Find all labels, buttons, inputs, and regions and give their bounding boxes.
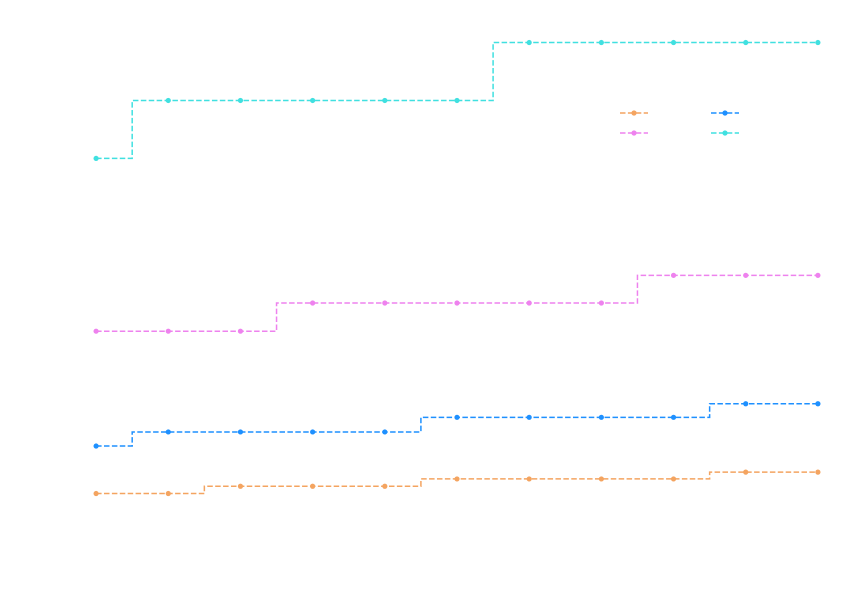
series-1-point xyxy=(237,483,244,489)
series-2-line xyxy=(96,403,818,447)
series-2-point xyxy=(598,414,604,420)
series-2-point xyxy=(670,414,677,420)
series-3-point xyxy=(454,300,460,306)
series-3-point xyxy=(815,272,821,278)
series-layer xyxy=(93,39,821,497)
series-1-point xyxy=(743,469,749,475)
series-1-point xyxy=(598,476,604,482)
legend-item-2 xyxy=(711,110,739,116)
series-3-point xyxy=(670,272,677,278)
series-2 xyxy=(93,401,821,449)
series-4-point xyxy=(237,97,244,104)
series-1-point xyxy=(382,483,388,489)
series-1-point xyxy=(165,490,171,497)
series-4-point xyxy=(598,39,604,46)
series-4-point xyxy=(815,39,821,46)
series-3-point xyxy=(743,272,749,278)
series-1-point xyxy=(93,490,99,497)
series-3-point xyxy=(165,328,171,334)
series-1 xyxy=(93,469,821,497)
series-1-point xyxy=(454,476,460,482)
legend-item-4 xyxy=(711,130,739,136)
series-2-point xyxy=(93,443,99,449)
legend-marker xyxy=(631,130,637,136)
series-4-point xyxy=(93,155,99,162)
series-3-point xyxy=(237,328,244,334)
series-4-point xyxy=(670,39,677,46)
series-3-point xyxy=(310,300,316,306)
legend-item-1 xyxy=(620,110,648,116)
series-3-point xyxy=(382,300,388,306)
legend-marker xyxy=(722,110,728,116)
series-4-point xyxy=(454,97,460,104)
series-4-point xyxy=(382,97,388,104)
series-1-point xyxy=(670,476,677,482)
series-2-point xyxy=(382,429,388,435)
series-2-point xyxy=(526,414,532,420)
series-2-point xyxy=(165,429,171,435)
series-3-point xyxy=(93,328,99,334)
series-4-point xyxy=(310,97,316,104)
series-2-point xyxy=(237,429,244,435)
series-3-point xyxy=(526,300,532,306)
series-2-point xyxy=(743,401,749,407)
series-1-point xyxy=(815,469,821,475)
legend xyxy=(620,110,739,136)
series-2-point xyxy=(310,429,316,435)
series-2-point xyxy=(815,401,821,407)
series-3-point xyxy=(598,300,604,306)
legend-marker xyxy=(631,110,637,116)
series-1-line xyxy=(96,471,818,495)
series-4 xyxy=(93,39,821,162)
series-4-point xyxy=(526,39,532,46)
series-1-point xyxy=(526,476,532,482)
legend-marker xyxy=(722,130,728,136)
series-4-point xyxy=(743,39,749,46)
series-1-point xyxy=(310,483,316,489)
series-3 xyxy=(93,272,821,334)
legend-item-3 xyxy=(620,130,648,136)
series-2-point xyxy=(454,414,460,420)
series-4-point xyxy=(165,97,171,104)
